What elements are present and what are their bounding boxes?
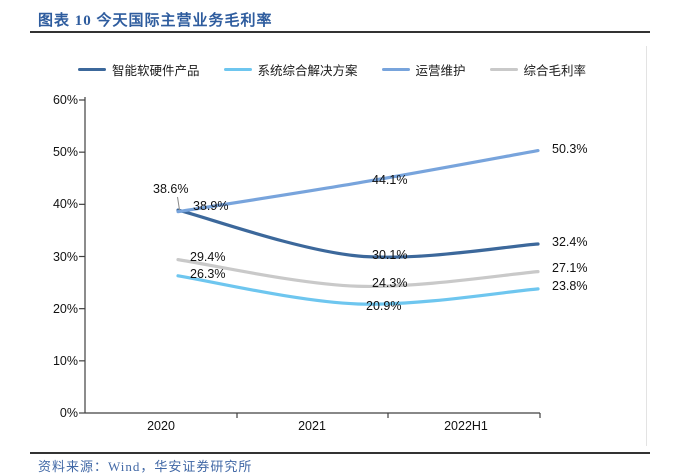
data-label-leader-line xyxy=(177,196,180,211)
data-label-series2-pt1: 44.1% xyxy=(372,172,408,187)
y-tick-label: 30% xyxy=(52,249,78,264)
source-attribution: 资料来源：Wind，华安证券研究所 xyxy=(38,459,253,473)
x-axis-label-2022h1: 2022H1 xyxy=(444,419,488,433)
data-label-series1-pt2: 23.8% xyxy=(552,278,588,293)
legend-label: 综合毛利率 xyxy=(523,64,587,78)
data-label-series0-pt1: 30.1% xyxy=(372,247,408,262)
y-tick-label: 40% xyxy=(52,197,78,212)
y-tick-label: 60% xyxy=(52,93,78,107)
legend-line-swatch xyxy=(78,68,106,71)
legend-item-overall-margin: 综合毛利率 xyxy=(489,60,587,79)
y-tick-label: 0% xyxy=(59,406,78,420)
legend-item-system-solution: 系统综合解决方案 xyxy=(223,60,358,79)
chart-title: 图表 10 今天国际主营业务毛利率 xyxy=(38,13,273,29)
series-line-1 xyxy=(176,274,540,306)
legend-line-swatch xyxy=(381,68,410,71)
y-tick-label: 50% xyxy=(52,145,78,160)
data-label-series1-pt1: 20.9% xyxy=(366,298,402,313)
data-label-series0-pt2: 32.4% xyxy=(552,234,588,249)
chart-legend: 智能软硬件产品 系统综合解决方案 运营维护 综合毛利率 xyxy=(78,60,586,79)
legend-label: 运营维护 xyxy=(415,64,466,78)
data-label-series3-pt1: 24.3% xyxy=(372,276,408,291)
data-label-series1-pt0: 26.3% xyxy=(190,266,226,281)
y-tick-label: 10% xyxy=(52,353,78,368)
legend-line-swatch xyxy=(489,68,518,71)
legend-line-swatch xyxy=(223,68,252,71)
series-line-3 xyxy=(176,258,540,289)
x-axis-label-2020: 2020 xyxy=(147,419,175,433)
legend-label: 智能软硬件产品 xyxy=(112,64,200,78)
data-label-series3-pt2: 27.1% xyxy=(552,260,588,275)
legend-label: 系统综合解决方案 xyxy=(257,64,358,78)
x-axis-label-2021: 2021 xyxy=(298,419,326,433)
data-label-series2-pt2: 50.3% xyxy=(552,141,588,156)
title-divider xyxy=(30,31,650,33)
data-label-series3-pt0: 29.4% xyxy=(190,249,226,264)
series-line-0 xyxy=(176,208,540,259)
data-label-series2-pt0: 38.6% xyxy=(153,181,189,196)
series-line-2 xyxy=(176,149,540,214)
data-label-series0-pt0: 38.9% xyxy=(193,199,229,214)
y-tick-label: 20% xyxy=(52,301,78,316)
legend-item-smart-hardware: 智能软硬件产品 xyxy=(78,60,200,79)
legend-item-operation-maintenance: 运营维护 xyxy=(381,60,466,79)
footer-divider xyxy=(30,452,650,454)
plot-area-right-border xyxy=(646,46,647,446)
